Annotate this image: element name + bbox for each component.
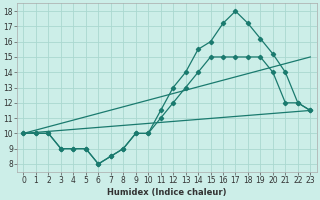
X-axis label: Humidex (Indice chaleur): Humidex (Indice chaleur) — [107, 188, 227, 197]
